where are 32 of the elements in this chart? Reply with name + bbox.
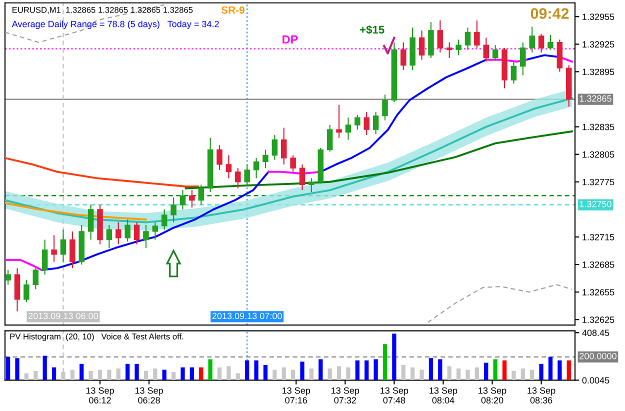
y-tick-label: 1.32925 [582,41,614,48]
x-tick-label: 13 Sep 08:36 [528,387,556,404]
ref-line-label: 200.0000 [580,352,616,360]
x-tick-label: 13 Sep 06:28 [135,387,163,404]
ref-line-label: 2013.09.13 07:00 [212,312,282,320]
y-tick-label: 408.45 [582,330,610,336]
ref-line-label: 1.32865 [580,95,612,102]
y-tick-label: 1.32835 [582,124,614,130]
x-tick-label: 13 Sep 07:16 [282,387,310,404]
annotation: SR-9 [221,6,244,14]
ref-line-label: DP [282,35,298,44]
annotation: +$15 [360,25,384,34]
y-tick-label: 1.32625 [582,316,614,323]
y-tick-label: 1.32895 [582,68,614,76]
y-tick-label: 1.32775 [582,178,614,186]
x-tick-label: 13 Sep 07:32 [332,387,360,404]
chart-title: PV Histogram (20, 10) Voice & Test Alerts off. [10,333,184,342]
y-tick-label: 1.32955 [582,14,614,20]
ref-line-label: 1.32750 [580,200,612,208]
chart-title: EURUSD,M1 1.32865 1.32865 1.32865 1.32865 [12,6,193,14]
x-tick-label: 13 Sep 07:48 [380,387,408,404]
y-tick-label: 1.32685 [582,261,614,268]
y-tick-label: 1.32655 [582,289,614,296]
ref-line-label: 2013.09.13 06:00 [28,312,98,320]
x-tick-label: 13 Sep 08:20 [478,387,506,404]
y-tick-label: 0.0045 [582,377,610,384]
x-tick-label: 13 Sep 06:12 [86,387,114,404]
x-tick-label: 13 Sep 08:04 [430,387,458,404]
y-tick-label: 1.32805 [582,151,614,158]
y-tick-label: 1.32715 [582,234,614,240]
text: Average Daily Range = 78.8 (5 days) Today = 34.2 [12,20,219,30]
annotation: 09:42 [530,8,569,19]
